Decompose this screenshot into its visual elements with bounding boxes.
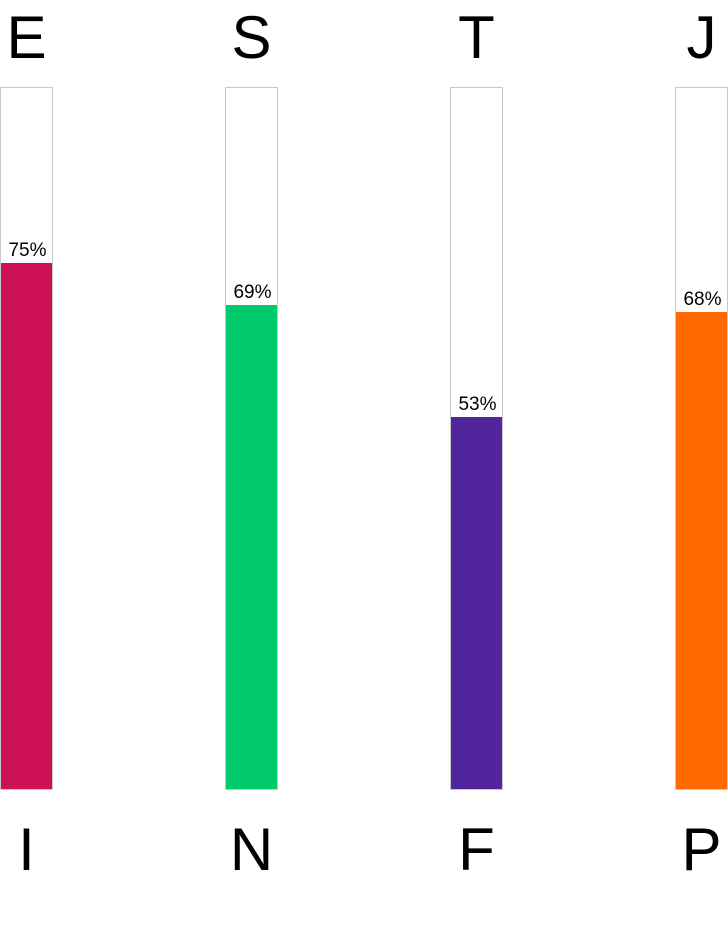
value-label-e: 75% [8,240,47,261]
bottom-label-n: N [229,816,274,883]
dimension-column-j-p: J 68% P [675,0,728,939]
bottom-label-p: P [681,816,722,883]
dimension-column-e-i: E 75% I [0,0,53,939]
bar-track-s-n: 69% [225,87,278,790]
bar-fill-j [676,312,727,789]
bar-fill-s [226,305,277,789]
dimension-column-t-f: T 53% F [450,0,503,939]
top-label-e: E [6,4,47,71]
top-label-t: T [458,4,495,71]
bottom-label-i: I [18,816,35,883]
bar-track-t-f: 53% [450,87,503,790]
bar-track-j-p: 68% [675,87,728,790]
bottom-label-f: F [458,816,495,883]
dimension-column-s-n: S 69% N [225,0,278,939]
value-label-t: 53% [458,394,497,415]
value-label-j: 68% [683,289,722,310]
bar-fill-e [1,263,52,789]
top-label-s: S [231,4,272,71]
bar-track-e-i: 75% [0,87,53,790]
value-label-s: 69% [233,282,272,303]
bar-fill-t [451,417,502,789]
top-label-j: J [686,4,717,71]
